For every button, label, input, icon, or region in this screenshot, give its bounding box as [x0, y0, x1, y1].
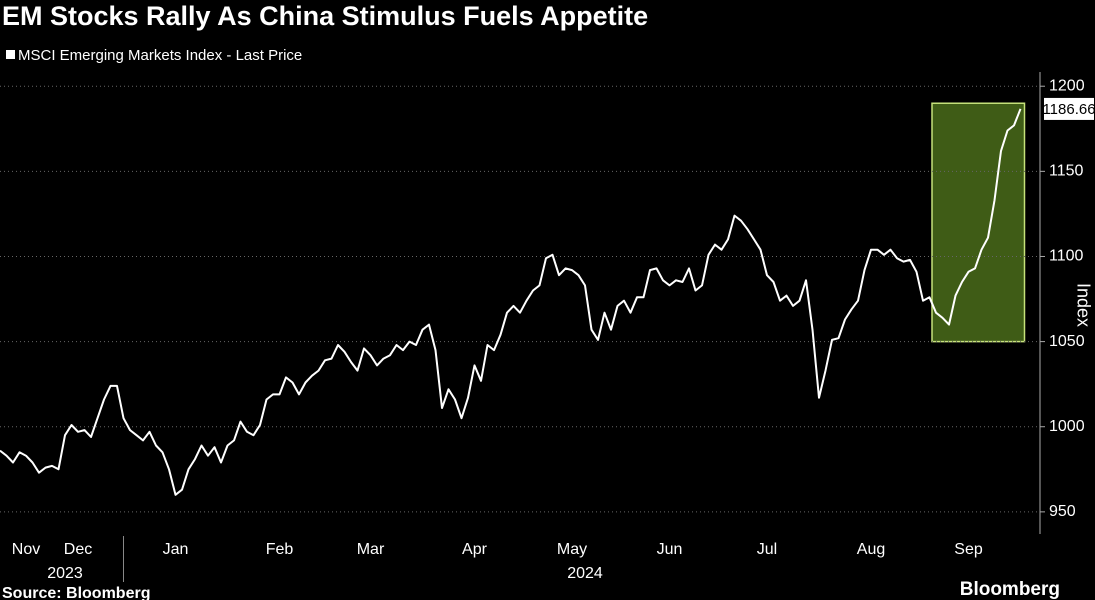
last-value-label: 1186.66 — [1042, 101, 1095, 118]
y-tick-label: 1100 — [1049, 248, 1084, 265]
x-tick-label: Dec — [64, 541, 92, 558]
x-tick-label: Jul — [757, 541, 777, 558]
brand: Bloomberg — [960, 579, 1060, 600]
chart-title: EM Stocks Rally As China Stimulus Fuels … — [2, 1, 648, 31]
source: Source: Bloomberg — [2, 585, 150, 600]
x-tick-label: Feb — [266, 541, 294, 558]
x-tick-label: May — [557, 541, 587, 558]
x-tick-label: Mar — [357, 541, 385, 558]
series-line — [0, 108, 1022, 496]
x-tick-label: Aug — [857, 541, 885, 558]
x-tick-label: Jun — [657, 541, 683, 558]
highlight-box — [931, 102, 1026, 343]
y-tick-label: 950 — [1049, 503, 1076, 520]
y-axis-label: Index — [1073, 283, 1093, 327]
y-tick-label: 1050 — [1049, 333, 1085, 350]
x-tick-label: Jan — [163, 541, 189, 558]
year-label: 2024 — [567, 565, 603, 582]
x-tick-label: Apr — [462, 541, 488, 558]
y-tick-label: 1150 — [1049, 163, 1084, 180]
y-tick-label: 1000 — [1049, 418, 1085, 435]
legend-swatch — [6, 50, 15, 59]
x-tick-label: Sep — [954, 541, 983, 558]
last-value-box — [1044, 97, 1094, 120]
x-tick-label: Nov — [12, 541, 40, 558]
y-tick-label: 1200 — [1049, 77, 1085, 94]
legend-label: MSCI Emerging Markets Index - Last Price — [18, 47, 302, 64]
year-label: 2023 — [47, 565, 83, 582]
